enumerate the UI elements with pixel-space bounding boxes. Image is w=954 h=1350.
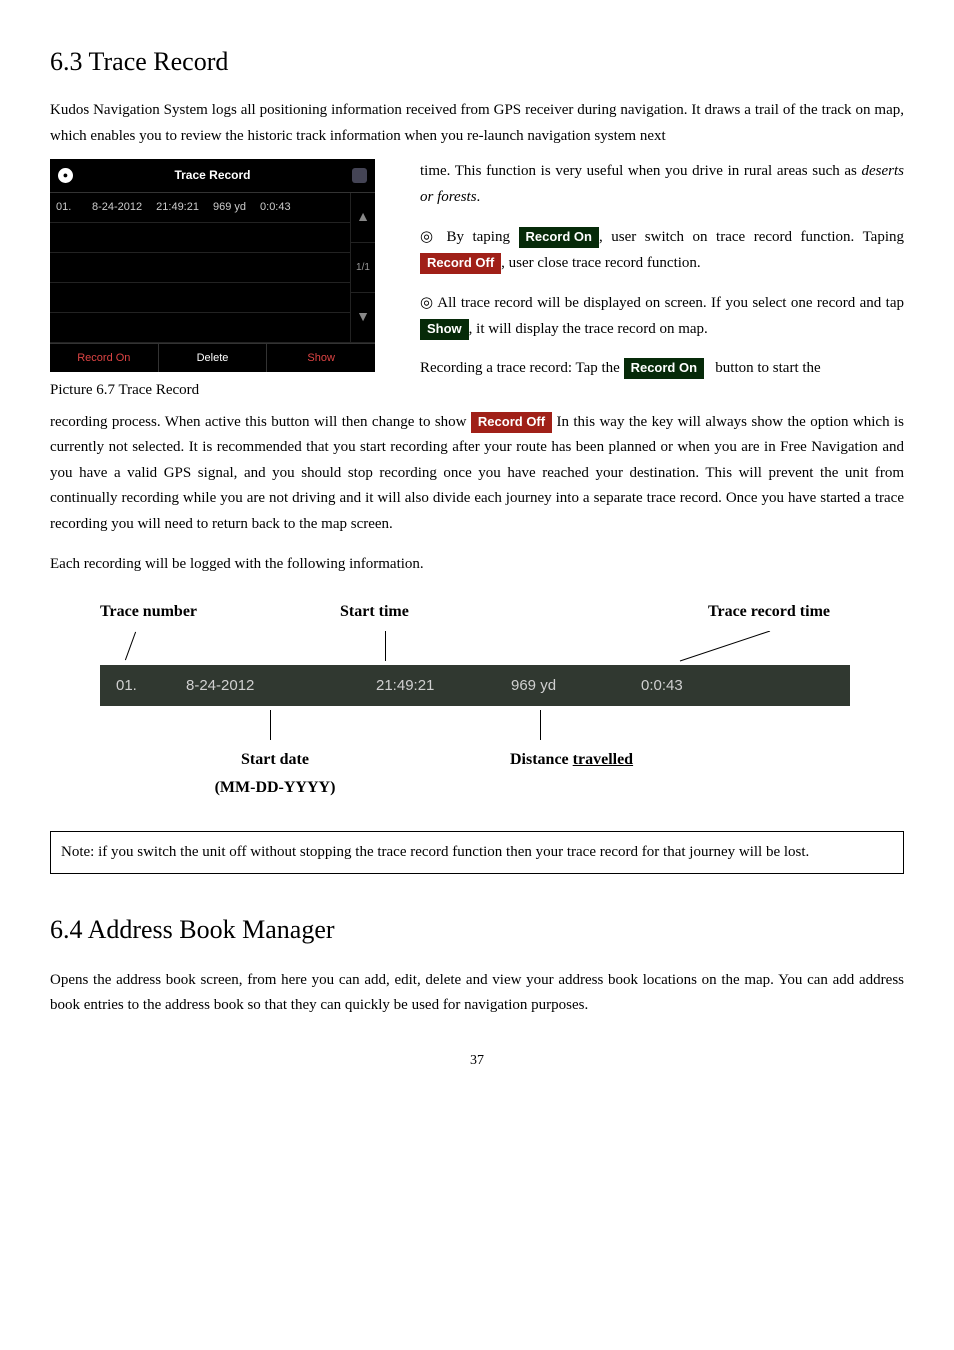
table-row	[50, 313, 350, 343]
record-on-badge: Record On	[519, 227, 599, 248]
address-book-body: Opens the address book screen, from here…	[50, 968, 904, 1019]
label-trace-number: Trace number	[100, 598, 340, 625]
intro-line: Kudos Navigation System logs all positio…	[50, 102, 904, 144]
table-row	[50, 223, 350, 253]
chevron-down-icon: ▼	[356, 305, 370, 329]
col-dist: 969 yd	[213, 198, 246, 217]
label-distance-travelled: Distance travelled	[510, 746, 633, 800]
sample-dist: 969 yd	[511, 673, 641, 699]
label-date-format: (MM-DD-YYYY)	[215, 779, 336, 796]
bullet-1-text-a: By taping	[446, 229, 518, 245]
table-row[interactable]: 01. 8-24-2012 21:49:21 969 yd 0:0:43	[50, 193, 350, 223]
intro-continued: time. This function is very useful when …	[420, 159, 904, 210]
label-travelled-underline: travelled	[573, 751, 633, 768]
trace-record-diagram: Trace number Start time Trace record tim…	[100, 598, 850, 801]
table-row	[50, 283, 350, 313]
record-row-sample: 01. 8-24-2012 21:49:21 969 yd 0:0:43	[100, 665, 850, 707]
pointer-line	[670, 631, 790, 663]
sample-num: 01.	[116, 673, 186, 699]
chevron-up-icon: ▲	[356, 205, 370, 229]
sample-time: 21:49:21	[376, 673, 511, 699]
pointer-line	[540, 710, 541, 740]
col-dur: 0:0:43	[260, 198, 291, 217]
bullet-1-text-c: , user close trace record function.	[501, 255, 701, 271]
page-counter: 1/1	[351, 243, 375, 293]
record-off-badge: Record Off	[471, 412, 552, 433]
rec-a: Recording a trace record: Tap the	[420, 360, 624, 376]
table-row	[50, 253, 350, 283]
record-on-badge: Record On	[624, 358, 704, 379]
sample-dur: 0:0:43	[641, 673, 741, 699]
section-heading-trace-record: 6.3 Trace Record	[50, 40, 904, 84]
bullet-2-text-a: All trace record will be displayed on sc…	[437, 295, 904, 311]
bullet-2: ◎ All trace record will be displayed on …	[420, 290, 904, 342]
scroll-down-button[interactable]: ▼	[351, 293, 375, 343]
bullet-icon: ◎	[420, 228, 438, 245]
bullet-2-text-b: , it will display the trace record on ma…	[469, 321, 708, 337]
bullet-1-text-b: , user switch on trace record function. …	[599, 229, 904, 245]
pointer-line	[385, 631, 386, 661]
recording-line-start: Recording a trace record: Tap the Record…	[420, 356, 904, 382]
trace-record-screenshot: ● Trace Record 01. 8-24-2012 21:49:21 96…	[50, 159, 375, 372]
col-date: 8-24-2012	[92, 198, 142, 217]
delete-button[interactable]: Delete	[158, 344, 267, 373]
label-start-time: Start time	[340, 598, 580, 625]
show-badge: Show	[420, 319, 469, 340]
intro-period: .	[477, 189, 481, 205]
record-on-button[interactable]: Record On	[50, 344, 158, 373]
screenshot-title: Trace Record	[73, 165, 352, 185]
menu-icon[interactable]	[352, 168, 367, 183]
screenshot-caption: Picture 6.7 Trace Record	[50, 378, 380, 404]
col-time: 21:49:21	[156, 198, 199, 217]
each-recording-line: Each recording will be logged with the f…	[50, 552, 904, 578]
show-button[interactable]: Show	[266, 344, 375, 373]
col-num: 01.	[56, 198, 78, 217]
back-icon[interactable]: ●	[58, 168, 73, 183]
pointer-line	[270, 710, 271, 740]
page-number: 37	[50, 1049, 904, 1073]
label-start-date: Start date (MM-DD-YYYY)	[190, 746, 360, 800]
label-trace-record-time: Trace record time	[580, 598, 850, 625]
section-heading-address-book: 6.4 Address Book Manager	[50, 908, 904, 952]
bullet-icon: ◎	[420, 294, 434, 311]
bullet-1: ◎ By taping Record On, user switch on tr…	[420, 224, 904, 276]
record-off-badge: Record Off	[420, 253, 501, 274]
trace-list: 01. 8-24-2012 21:49:21 969 yd 0:0:43	[50, 193, 350, 343]
recording-paragraph: recording process. When active this butt…	[50, 410, 904, 538]
screenshot-column: ● Trace Record 01. 8-24-2012 21:49:21 96…	[50, 159, 380, 404]
scroll-up-button[interactable]: ▲	[351, 193, 375, 243]
sample-date: 8-24-2012	[186, 673, 376, 699]
note-box: Note: if you switch the unit off without…	[50, 831, 904, 875]
pointer-line	[125, 632, 136, 661]
